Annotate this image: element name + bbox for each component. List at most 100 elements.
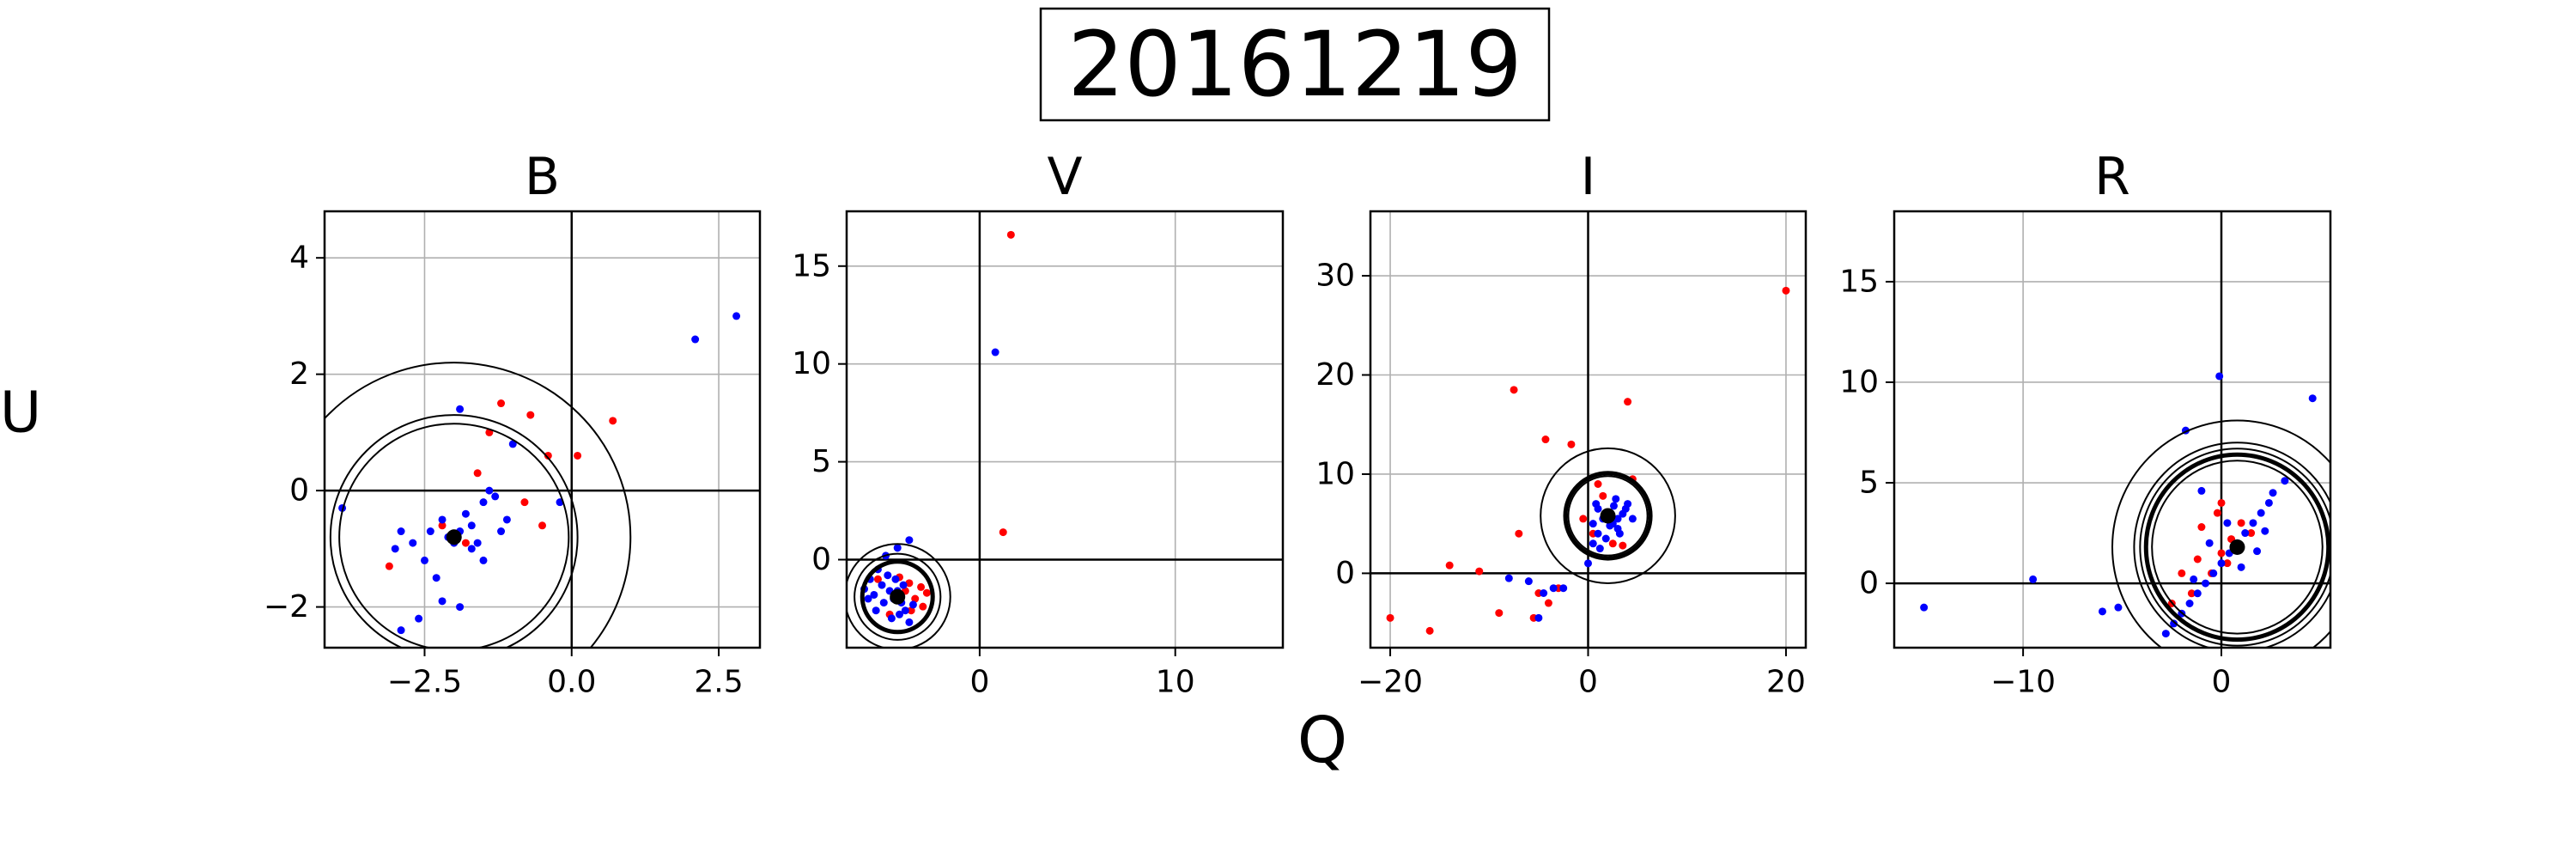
data-point-blue bbox=[397, 527, 405, 536]
data-point-blue bbox=[732, 312, 741, 320]
data-point-blue bbox=[2281, 477, 2289, 485]
error-circle bbox=[1540, 447, 1676, 584]
data-point-blue bbox=[467, 521, 476, 530]
data-point-blue bbox=[1601, 534, 1610, 543]
y-tick-label: 0 bbox=[811, 542, 831, 577]
y-tick-label: 30 bbox=[1315, 259, 1355, 294]
data-point-red bbox=[1567, 440, 1576, 448]
y-tick-label: 5 bbox=[1859, 466, 1879, 501]
data-point-blue bbox=[2197, 486, 2206, 495]
data-point-blue bbox=[461, 509, 470, 518]
data-point-blue bbox=[908, 600, 917, 609]
y-tick-label: 15 bbox=[1839, 264, 1879, 299]
data-point-blue bbox=[438, 597, 447, 606]
data-point-red bbox=[919, 602, 927, 611]
data-point-blue bbox=[1592, 500, 1601, 509]
data-point-blue bbox=[1540, 589, 1548, 597]
data-point-blue bbox=[467, 545, 476, 553]
data-point-blue bbox=[426, 527, 434, 536]
data-point-red bbox=[1425, 626, 1434, 635]
y-tick-label: 10 bbox=[792, 346, 831, 381]
data-point-blue bbox=[893, 544, 902, 552]
plot-area bbox=[847, 211, 1283, 648]
data-point-red bbox=[1579, 515, 1588, 523]
data-point-blue bbox=[497, 527, 506, 536]
error-circle bbox=[325, 362, 632, 648]
data-point-red bbox=[911, 594, 920, 603]
data-point-blue bbox=[2215, 372, 2224, 381]
data-point-blue bbox=[1504, 574, 1513, 582]
y-tick-label: −2 bbox=[264, 589, 309, 624]
x-tick-label: 20 bbox=[1766, 665, 1806, 700]
x-tick-label: 0 bbox=[969, 665, 989, 700]
x-tick-label: 10 bbox=[1156, 665, 1195, 700]
data-point-red bbox=[520, 498, 529, 507]
data-point-blue bbox=[1584, 559, 1592, 568]
y-tick-label: 2 bbox=[289, 356, 309, 392]
data-point-blue bbox=[1595, 545, 1604, 553]
data-point-red bbox=[526, 411, 535, 419]
data-point-blue bbox=[485, 486, 494, 495]
data-point-blue bbox=[479, 556, 488, 564]
data-point-red bbox=[2217, 498, 2226, 507]
data-point-blue bbox=[2269, 489, 2277, 497]
data-point-red bbox=[2237, 519, 2245, 527]
data-point-blue bbox=[2223, 519, 2232, 527]
data-point-red bbox=[2197, 523, 2206, 532]
panel-title: R bbox=[2094, 147, 2130, 207]
data-point-red bbox=[609, 417, 617, 425]
data-point-blue bbox=[420, 556, 428, 564]
data-point-red bbox=[1386, 613, 1394, 622]
data-point-blue bbox=[2190, 575, 2198, 583]
panel-frame bbox=[1893, 210, 2332, 649]
center-marker bbox=[446, 529, 462, 545]
panel-title: B bbox=[525, 147, 560, 207]
data-point-blue bbox=[2257, 509, 2265, 517]
data-point-blue bbox=[415, 614, 423, 623]
plot-area bbox=[1370, 211, 1806, 648]
data-point-blue bbox=[2205, 539, 2214, 547]
x-tick-label: 2.5 bbox=[694, 665, 743, 700]
x-tick-label: −10 bbox=[1990, 665, 2056, 700]
error-circle bbox=[847, 543, 951, 648]
data-point-blue bbox=[491, 492, 500, 501]
data-point-blue bbox=[1612, 495, 1620, 503]
y-tick-label: 0 bbox=[289, 473, 309, 509]
data-point-blue bbox=[1524, 577, 1533, 586]
figure-ylabel: U bbox=[0, 380, 41, 446]
data-point-red bbox=[473, 469, 482, 478]
data-point-blue bbox=[879, 599, 888, 607]
data-point-blue bbox=[2249, 519, 2257, 527]
data-point-red bbox=[544, 451, 552, 460]
data-point-red bbox=[1594, 480, 1602, 488]
data-point-red bbox=[385, 562, 393, 570]
y-tick-label: 10 bbox=[1315, 456, 1355, 491]
data-point-blue bbox=[1589, 539, 1597, 548]
y-tick-label: 4 bbox=[289, 241, 309, 276]
x-tick-label: −2.5 bbox=[387, 665, 462, 700]
plot-area bbox=[325, 211, 760, 648]
data-point-blue bbox=[901, 606, 909, 615]
data-point-blue bbox=[870, 590, 878, 599]
data-point-blue bbox=[1621, 504, 1630, 513]
x-tick-label: 0.0 bbox=[547, 665, 596, 700]
data-point-red bbox=[1445, 561, 1454, 570]
data-point-blue bbox=[432, 574, 440, 582]
data-point-red bbox=[1782, 286, 1790, 295]
data-point-blue bbox=[1920, 603, 1929, 612]
data-point-red bbox=[1541, 436, 1550, 444]
data-point-blue bbox=[899, 581, 908, 589]
error-circle bbox=[2139, 448, 2330, 647]
data-point-blue bbox=[1606, 521, 1614, 530]
data-point-red bbox=[1599, 491, 1607, 500]
data-point-blue bbox=[1615, 529, 1624, 538]
data-point-blue bbox=[1589, 520, 1597, 528]
figure-xlabel: Q bbox=[1297, 704, 1347, 777]
data-point-blue bbox=[905, 618, 914, 626]
data-point-blue bbox=[2264, 498, 2273, 507]
panel-r: −10 0 0 5 10 15 R bbox=[1839, 147, 2332, 700]
data-point-red bbox=[438, 521, 447, 530]
data-point-blue bbox=[2308, 394, 2317, 403]
y-tick-label: 10 bbox=[1839, 364, 1879, 399]
